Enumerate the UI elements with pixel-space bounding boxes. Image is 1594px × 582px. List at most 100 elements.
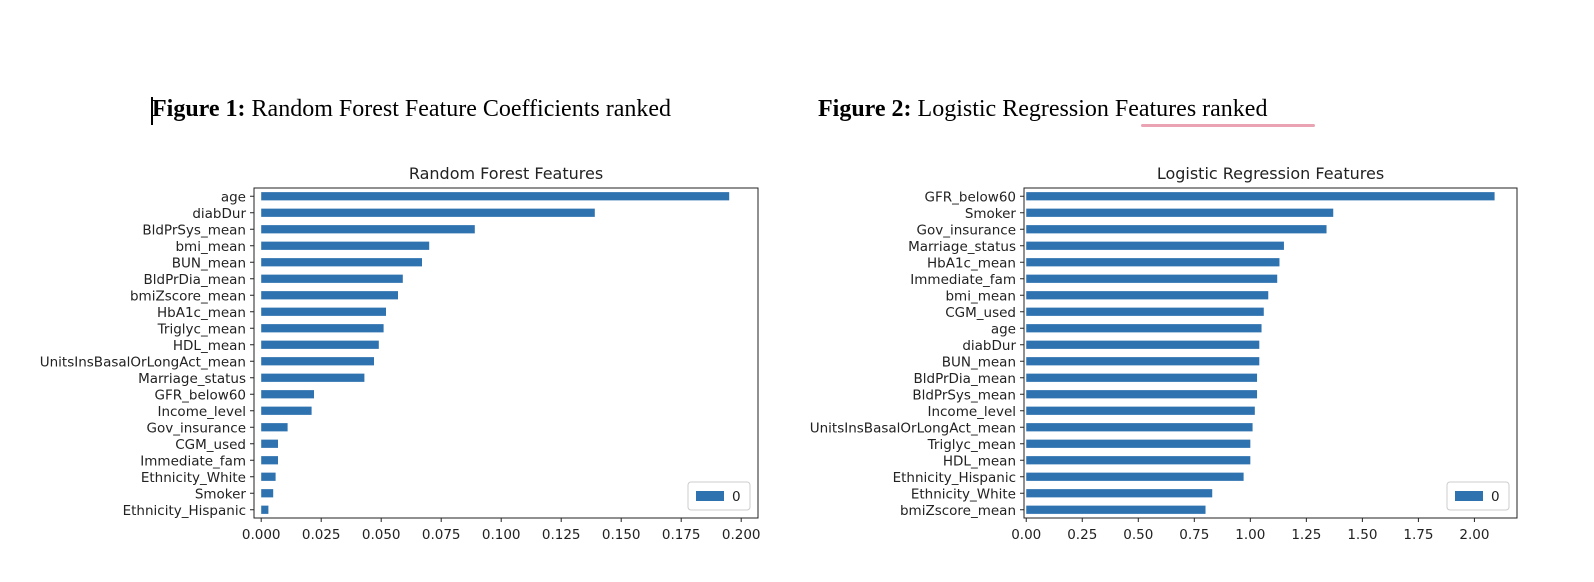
xtick-label: 0.75 xyxy=(1179,527,1209,543)
plot-frame xyxy=(1023,187,1518,519)
bar-triglyc-mean xyxy=(261,324,384,333)
bar-triglyc-mean xyxy=(1026,439,1251,448)
xtick-label: 0.175 xyxy=(662,527,701,543)
bar-unitsinsbasalorlongact-mean xyxy=(261,357,374,366)
xtick-label: 0.075 xyxy=(422,527,461,543)
bar-income-level xyxy=(1026,406,1255,415)
bar-hba1c-mean xyxy=(1026,258,1280,267)
category-label: age xyxy=(991,321,1016,337)
xtick-label: 0.00 xyxy=(1011,527,1041,543)
category-label: CGM_used xyxy=(175,437,246,453)
category-label: Income_level xyxy=(157,404,246,420)
category-label: diabDur xyxy=(192,206,246,222)
bar-immediate-fam xyxy=(1026,274,1278,283)
xtick-label: 0.025 xyxy=(302,527,341,543)
bar-cgm-used xyxy=(261,439,278,448)
bar-bldprsys-mean xyxy=(261,225,475,234)
bar-marriage-status xyxy=(1026,241,1284,250)
category-label: Smoker xyxy=(195,486,247,502)
category-label: Gov_insurance xyxy=(147,420,246,436)
bar-ethnicity-white xyxy=(1026,489,1213,498)
xtick-label: 1.00 xyxy=(1235,527,1265,543)
bar-ethnicity-hispanic xyxy=(261,505,269,514)
bar-gov-insurance xyxy=(1026,225,1327,234)
category-label: BldPrSys_mean xyxy=(142,222,246,238)
bar-smoker xyxy=(1026,208,1334,217)
category-label: Ethnicity_White xyxy=(911,486,1016,502)
xtick-label: 0.000 xyxy=(242,527,281,543)
chart-title: Logistic Regression Features xyxy=(1157,164,1384,183)
bar-gfr-below60 xyxy=(1026,192,1495,201)
bar-bun-mean xyxy=(1026,357,1260,366)
bar-bmizscore-mean xyxy=(1026,505,1206,514)
category-label: BldPrDia_mean xyxy=(914,371,1017,387)
random-forest-chart: Random Forest Features agediabDurBldPrSys… xyxy=(40,164,761,543)
category-label: age xyxy=(221,189,246,205)
xtick-label: 0.125 xyxy=(542,527,581,543)
bar-income-level xyxy=(261,406,312,415)
legend-label: 0 xyxy=(732,489,741,505)
bar-cgm-used xyxy=(1026,307,1264,316)
category-label: Triglyc_mean xyxy=(927,437,1016,453)
bar-age xyxy=(261,192,730,201)
figure-1-caption-bold: Figure 1: xyxy=(152,96,246,122)
bar-diabdur xyxy=(261,208,595,217)
category-label: Gov_insurance xyxy=(917,222,1016,238)
bar-smoker xyxy=(261,489,274,498)
bar-hba1c-mean xyxy=(261,307,386,316)
bar-bldprsys-mean xyxy=(1026,390,1258,399)
xtick-label: 0.100 xyxy=(482,527,521,543)
bar-gfr-below60 xyxy=(261,390,314,399)
category-label: Immediate_fam xyxy=(140,453,246,469)
bar-bldprdia-mean xyxy=(1026,373,1258,382)
bar-immediate-fam xyxy=(261,456,278,465)
category-label: HDL_mean xyxy=(943,453,1016,469)
xtick-label: 0.150 xyxy=(602,527,641,543)
bar-hdl-mean xyxy=(261,340,379,349)
bar-hdl-mean xyxy=(1026,456,1251,465)
text-cursor xyxy=(151,97,153,125)
xtick-label: 0.200 xyxy=(722,527,761,543)
category-label: bmiZscore_mean xyxy=(130,288,246,304)
category-label: bmiZscore_mean xyxy=(900,503,1016,519)
bar-bmi-mean xyxy=(261,241,430,250)
category-label: bmi_mean xyxy=(945,288,1016,304)
xtick-label: 1.25 xyxy=(1291,527,1321,543)
bar-bmizscore-mean xyxy=(261,291,398,300)
category-label: HDL_mean xyxy=(173,338,246,354)
category-label: GFR_below60 xyxy=(155,387,246,403)
category-label: Ethnicity_White xyxy=(141,470,246,486)
xtick-label: 0.50 xyxy=(1123,527,1153,543)
category-label: Smoker xyxy=(965,206,1017,222)
category-label: BUN_mean xyxy=(942,354,1016,370)
chart-title: Random Forest Features xyxy=(409,164,603,183)
category-label: GFR_below60 xyxy=(925,189,1016,205)
legend-swatch xyxy=(1455,491,1483,501)
bar-bldprdia-mean xyxy=(261,274,403,283)
bar-age xyxy=(1026,324,1262,333)
bar-ethnicity-white xyxy=(261,472,276,481)
legend-label: 0 xyxy=(1491,489,1500,505)
category-label: Ethnicity_Hispanic xyxy=(893,470,1016,486)
legend-swatch xyxy=(696,491,724,501)
figure-2-caption-bold: Figure 2: xyxy=(818,96,912,122)
bar-bmi-mean xyxy=(1026,291,1269,300)
spellcheck-underline xyxy=(1141,124,1315,127)
category-label: HbA1c_mean xyxy=(927,255,1016,271)
category-label: BldPrDia_mean xyxy=(144,272,247,288)
plot-frame xyxy=(253,187,759,519)
bar-ethnicity-hispanic xyxy=(1026,472,1244,481)
xtick-label: 1.75 xyxy=(1403,527,1433,543)
category-label: BUN_mean xyxy=(172,255,246,271)
logistic-regression-chart: Logistic Regression Features GFR_below60S… xyxy=(810,164,1518,543)
category-label: Triglyc_mean xyxy=(157,321,246,337)
xtick-label: 2.00 xyxy=(1459,527,1489,543)
category-label: diabDur xyxy=(962,338,1016,354)
bar-unitsinsbasalorlongact-mean xyxy=(1026,423,1253,432)
category-label: bmi_mean xyxy=(175,239,246,255)
category-label: Ethnicity_Hispanic xyxy=(123,503,246,519)
bar-diabdur xyxy=(1026,340,1260,349)
category-label: UnitsInsBasalOrLongAct_mean xyxy=(40,354,246,370)
category-label: Immediate_fam xyxy=(910,272,1016,288)
figure-1-caption-text: Random Forest Feature Coefficients ranke… xyxy=(245,96,671,122)
